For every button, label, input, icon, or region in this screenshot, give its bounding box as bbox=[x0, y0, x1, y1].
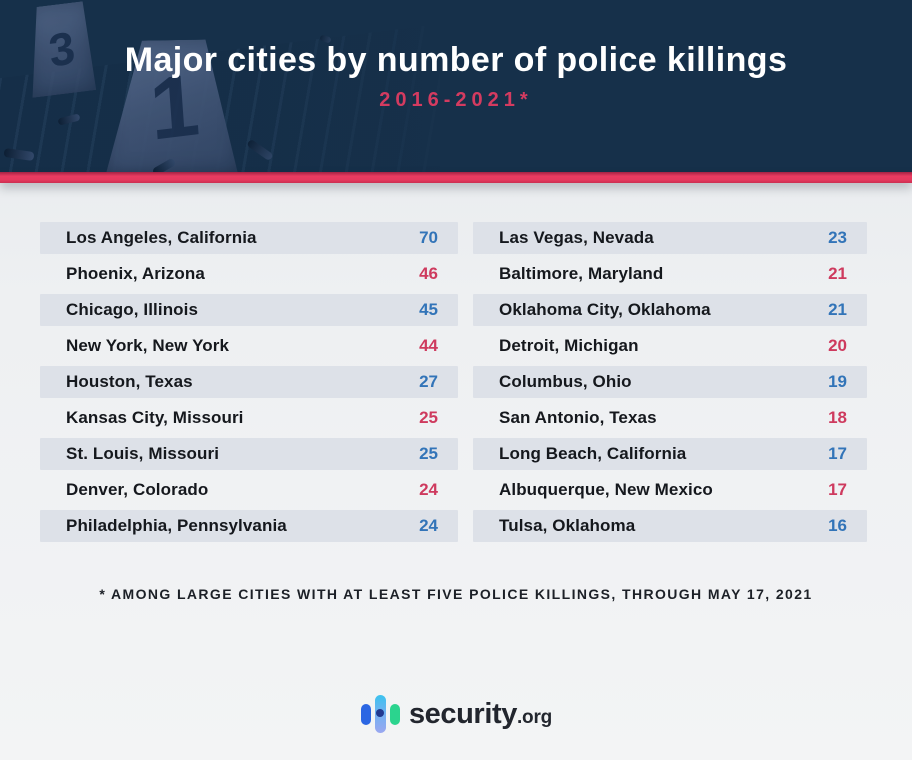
table-row: San Antonio, Texas 18 bbox=[473, 402, 867, 434]
page-title: Major cities by number of police killing… bbox=[124, 41, 788, 79]
table-row: Denver, Colorado 24 bbox=[40, 474, 458, 506]
table-row: Oklahoma City, Oklahoma 21 bbox=[473, 294, 867, 326]
city-label: New York, New York bbox=[66, 336, 230, 355]
city-label: Oklahoma City, Oklahoma bbox=[499, 300, 711, 319]
table-row: Philadelphia, Pennsylvania 24 bbox=[40, 510, 458, 542]
value-label: 23 bbox=[828, 228, 847, 247]
city-label: Phoenix, Arizona bbox=[66, 264, 205, 283]
page-subtitle: 2016-2021* bbox=[379, 89, 533, 112]
city-label: Kansas City, Missouri bbox=[66, 408, 244, 427]
security-logo-icon bbox=[360, 694, 400, 734]
header-text: Major cities by number of police killing… bbox=[0, 0, 912, 172]
security-logo: security.org bbox=[0, 694, 912, 734]
table-row: St. Louis, Missouri 25 bbox=[40, 438, 458, 470]
value-label: 17 bbox=[828, 444, 847, 463]
city-label: Detroit, Michigan bbox=[499, 336, 639, 355]
value-label: 17 bbox=[828, 480, 847, 499]
divider-bar bbox=[0, 172, 912, 183]
stats-table: Los Angeles, California 70 Phoenix, Arizon… bbox=[0, 222, 912, 546]
crime-scene-photo: 3 1 bbox=[0, 0, 912, 172]
city-label: Philadelphia, Pennsylvania bbox=[66, 516, 287, 535]
value-label: 70 bbox=[419, 228, 438, 247]
column-left: Los Angeles, California 70 Phoenix, Arizon… bbox=[40, 222, 458, 546]
table-row: Kansas City, Missouri 25 bbox=[40, 402, 458, 434]
value-label: 21 bbox=[828, 264, 847, 283]
table-row: Los Angeles, California 70 bbox=[40, 222, 458, 254]
logo-bar-right bbox=[389, 704, 400, 725]
city-label: Columbus, Ohio bbox=[499, 372, 632, 391]
table-row: Phoenix, Arizona 46 bbox=[40, 258, 458, 290]
logo-text: security bbox=[408, 697, 517, 730]
logo-wordmark: security.org bbox=[409, 698, 552, 731]
city-label: Long Beach, California bbox=[499, 444, 687, 463]
city-label: Baltimore, Maryland bbox=[499, 264, 664, 283]
content-area: Los Angeles, California 70 Phoenix, Arizon… bbox=[0, 183, 912, 760]
value-label: 24 bbox=[419, 480, 438, 499]
city-label: Las Vegas, Nevada bbox=[499, 228, 654, 247]
table-row: Detroit, Michigan 20 bbox=[473, 330, 867, 362]
value-label: 25 bbox=[419, 444, 438, 463]
photo-fade-overlay bbox=[0, 0, 912, 172]
table-row: Baltimore, Maryland 21 bbox=[473, 258, 867, 290]
value-label: 27 bbox=[419, 372, 438, 391]
city-label: Albuquerque, New Mexico bbox=[499, 480, 713, 499]
city-label: San Antonio, Texas bbox=[499, 408, 657, 427]
table-row: Long Beach, California 17 bbox=[473, 438, 867, 470]
table-row: Houston, Texas 27 bbox=[40, 366, 458, 398]
table-row: Las Vegas, Nevada 23 bbox=[473, 222, 867, 254]
value-label: 45 bbox=[419, 300, 438, 319]
footnote: * AMONG LARGE CITIES WITH AT LEAST FIVE … bbox=[99, 586, 813, 602]
city-label: Los Angeles, California bbox=[66, 228, 257, 247]
city-label: Tulsa, Oklahoma bbox=[499, 516, 636, 535]
table-row: Columbus, Ohio 19 bbox=[473, 366, 867, 398]
header: 3 1 Major cities by number of police kil… bbox=[0, 0, 912, 172]
value-label: 25 bbox=[419, 408, 438, 427]
value-label: 18 bbox=[828, 408, 847, 427]
value-label: 46 bbox=[419, 264, 438, 283]
city-label: Chicago, Illinois bbox=[66, 300, 199, 319]
value-label: 20 bbox=[828, 336, 847, 355]
city-label: Denver, Colorado bbox=[66, 480, 209, 499]
value-label: 16 bbox=[828, 516, 847, 535]
logo-tld: .org bbox=[516, 706, 553, 728]
city-label: St. Louis, Missouri bbox=[66, 444, 220, 463]
logo-bar-left bbox=[360, 704, 371, 725]
value-label: 44 bbox=[419, 336, 438, 355]
table-row: New York, New York 44 bbox=[40, 330, 458, 362]
column-right: Las Vegas, Nevada 23 Baltimore, Maryland 21… bbox=[473, 222, 867, 546]
logo-dot bbox=[376, 709, 385, 717]
table-row: Tulsa, Oklahoma 16 bbox=[473, 510, 867, 542]
value-label: 21 bbox=[828, 300, 847, 319]
value-label: 24 bbox=[419, 516, 438, 535]
table-row: Chicago, Illinois 45 bbox=[40, 294, 458, 326]
city-label: Houston, Texas bbox=[66, 372, 193, 391]
table-row: Albuquerque, New Mexico 17 bbox=[473, 474, 867, 506]
value-label: 19 bbox=[828, 372, 847, 391]
